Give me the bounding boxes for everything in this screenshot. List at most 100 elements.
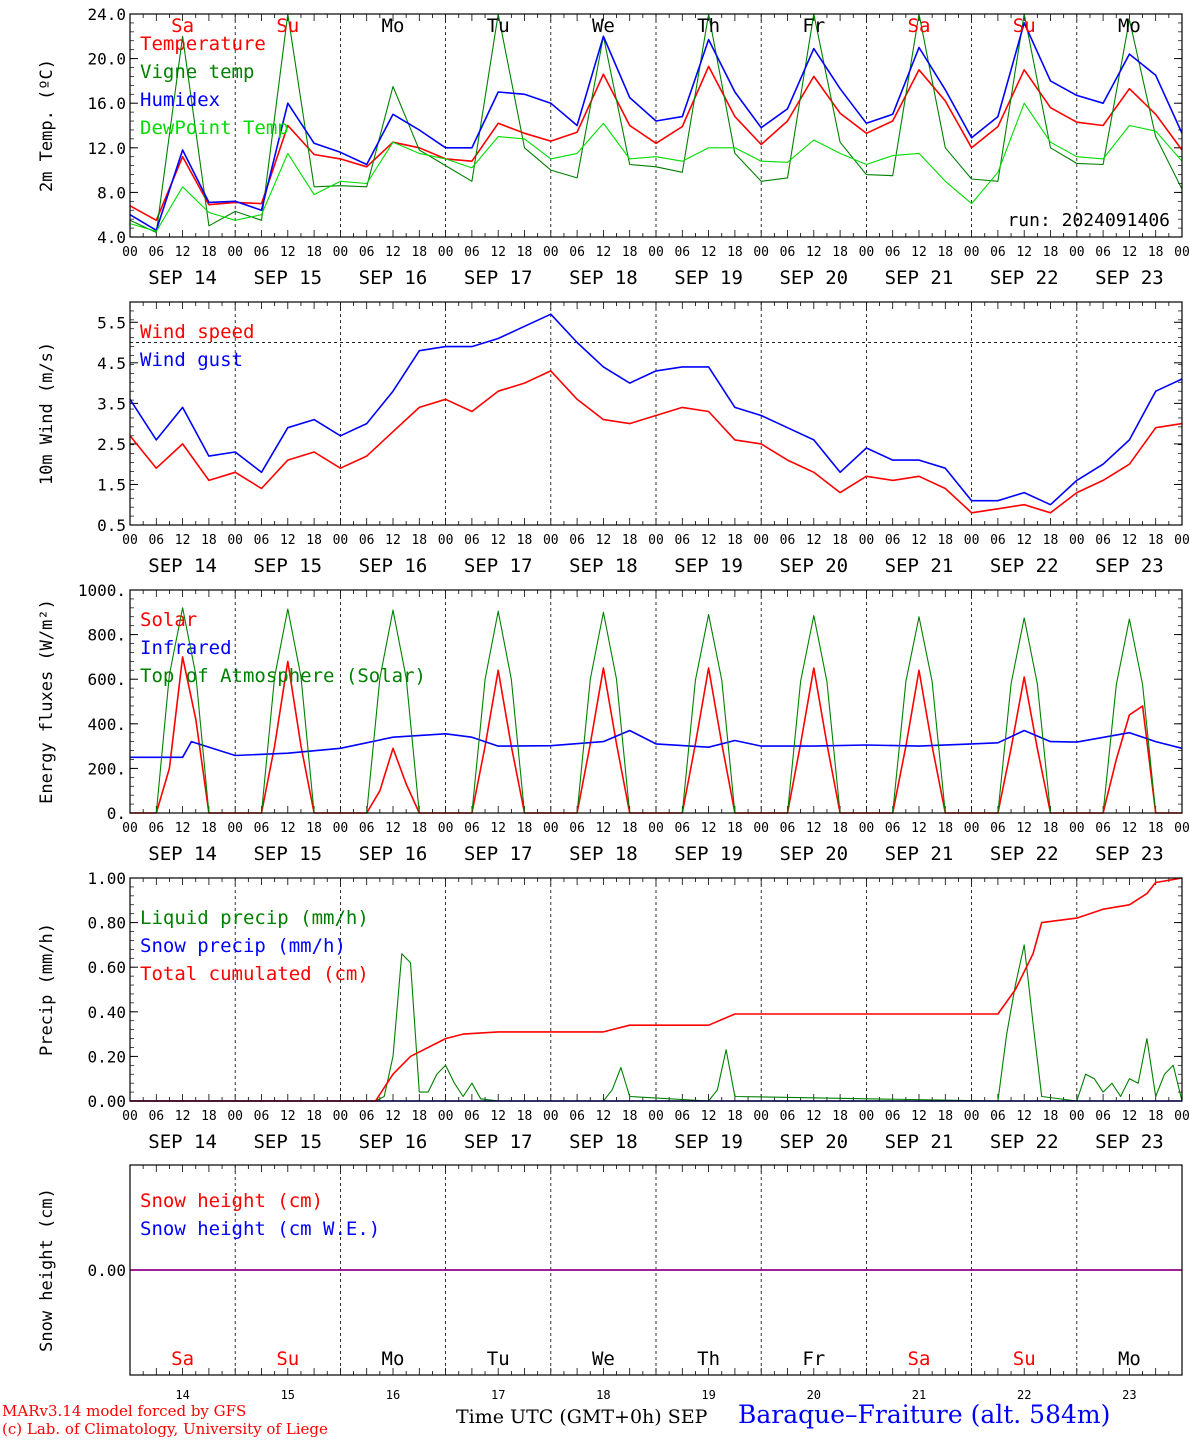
day-label: SEP 23 (1095, 555, 1164, 577)
hour-tick-label: 06 (569, 1109, 585, 1124)
hour-tick-label: 06 (990, 1109, 1006, 1124)
day-label: SEP 17 (464, 843, 533, 865)
hour-tick-label: 18 (306, 245, 322, 260)
hour-tick-label: 06 (1095, 821, 1111, 836)
hour-tick-label: 18 (727, 245, 743, 260)
hour-tick-label: 12 (490, 245, 506, 260)
day-label: SEP 22 (990, 843, 1059, 865)
hour-tick-label: 06 (885, 1109, 901, 1124)
legend-entry: Liquid precip (mm/h) (140, 907, 369, 929)
credit-model: MARv3.14 model forced by GFS (2, 1402, 247, 1420)
hour-tick-label: 00 (859, 1109, 875, 1124)
station-name: Baraque–Fraiture (alt. 584m) (738, 1400, 1111, 1429)
hour-tick-label: 00 (227, 1109, 243, 1124)
series-line-liquid-precip-mm-h- (130, 944, 1183, 1102)
hour-tick-label: 18 (937, 245, 953, 260)
hour-tick-label: 12 (1122, 245, 1138, 260)
legend-entry: Snow height (cm W.E.) (140, 1218, 380, 1240)
hour-tick-label: 06 (674, 821, 690, 836)
hour-tick-label: 18 (622, 533, 638, 548)
day-label: SEP 14 (148, 843, 217, 865)
hour-tick-label: 00 (1069, 821, 1085, 836)
hour-tick-label: 18 (201, 821, 217, 836)
hour-tick-label: 06 (780, 245, 796, 260)
day-label: SEP 22 (990, 1131, 1059, 1153)
day-number-label: 17 (491, 1388, 505, 1402)
hour-tick-label: 18 (201, 1109, 217, 1124)
hour-tick-label: 00 (1174, 1109, 1190, 1124)
hour-tick-label: 00 (543, 533, 559, 548)
day-number-label: 23 (1122, 1388, 1136, 1402)
hour-tick-label: 06 (254, 821, 270, 836)
hour-tick-label: 12 (1016, 821, 1032, 836)
hour-tick-label: 18 (832, 821, 848, 836)
legend-entry: Total cumulated (cm) (140, 963, 369, 985)
day-label: SEP 20 (779, 555, 848, 577)
hour-tick-label: 12 (806, 1109, 822, 1124)
hour-tick-label: 12 (1016, 533, 1032, 548)
legend-entry: Infrared (140, 637, 232, 659)
hour-tick-label: 00 (859, 245, 875, 260)
weekday-label: Tu (487, 15, 510, 37)
hour-tick-label: 06 (885, 821, 901, 836)
panel-1: 4.0 8.0 12.0 16.0 20.0 24.0 2m Temp. (ºC) Tempe… (37, 5, 1190, 289)
hour-tick-label: 00 (964, 821, 980, 836)
day-label: SEP 20 (779, 267, 848, 289)
hour-tick-label: 06 (569, 533, 585, 548)
y-tick-label: 0.00 (87, 1092, 126, 1111)
hour-tick-label: 00 (122, 821, 138, 836)
hour-tick-label: 00 (543, 245, 559, 260)
weekday-label: Mo (382, 15, 405, 37)
day-label: SEP 14 (148, 555, 217, 577)
series-line-wind-gust (129, 313, 1183, 506)
weekday-label: Su (1013, 15, 1036, 37)
hour-tick-label: 18 (1043, 245, 1059, 260)
hour-tick-label: 12 (175, 1109, 191, 1124)
day-label: SEP 18 (569, 1131, 638, 1153)
hour-tick-label: 12 (175, 245, 191, 260)
hour-tick-label: 00 (438, 245, 454, 260)
y-tick-label: 2.5 (97, 435, 126, 454)
hour-tick-label: 06 (885, 533, 901, 548)
hour-tick-label: 18 (727, 821, 743, 836)
day-label: SEP 17 (464, 1131, 533, 1153)
day-number-label: 21 (912, 1388, 926, 1402)
hour-tick-label: 00 (122, 533, 138, 548)
panel-frame (129, 589, 1183, 814)
hour-tick-label: 06 (780, 1109, 796, 1124)
hour-tick-label: 12 (806, 245, 822, 260)
weekday-label: Sa (908, 15, 931, 37)
x-axis-title: Time UTC (GMT+0h) SEP (456, 1406, 708, 1428)
hour-tick-label: 12 (490, 821, 506, 836)
hour-tick-label: 12 (911, 533, 927, 548)
hour-tick-label: 06 (990, 533, 1006, 548)
hour-tick-label: 06 (254, 245, 270, 260)
panel-frame (129, 877, 1183, 1102)
hour-tick-label: 00 (753, 245, 769, 260)
hour-tick-label: 18 (622, 245, 638, 260)
hour-tick-label: 06 (464, 533, 480, 548)
hour-tick-label: 00 (333, 245, 349, 260)
y-tick-label: 0.5 (97, 516, 126, 535)
hour-tick-label: 12 (596, 821, 612, 836)
hour-tick-label: 06 (1095, 533, 1111, 548)
y-tick-label: 400. (87, 715, 126, 734)
hour-tick-label: 12 (385, 245, 401, 260)
y-axis-label: 10m Wind (m/s) (37, 342, 57, 485)
hour-tick-label: 00 (122, 1109, 138, 1124)
hour-tick-label: 06 (569, 821, 585, 836)
day-label: SEP 23 (1095, 267, 1164, 289)
hour-tick-label: 00 (964, 1109, 980, 1124)
y-tick-label: 1.5 (97, 475, 126, 494)
weekday-label: We (592, 15, 615, 37)
day-label: SEP 23 (1095, 843, 1164, 865)
day-label: SEP 15 (253, 1131, 322, 1153)
hour-tick-label: 12 (596, 1109, 612, 1124)
y-tick-label: 0.80 (87, 914, 126, 933)
hour-tick-label: 12 (490, 1109, 506, 1124)
series-line-infrared (130, 729, 1183, 759)
day-label: SEP 20 (779, 1131, 848, 1153)
y-tick-label: 800. (87, 626, 126, 645)
panel-4: 0.00 0.20 0.40 0.60 0.80 1.00 Precip (mm/h) Liq… (37, 869, 1190, 1153)
